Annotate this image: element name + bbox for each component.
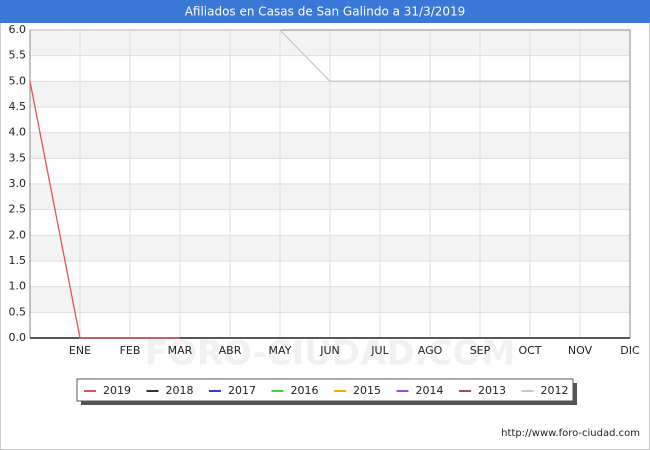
legend-label: 2016 (291, 384, 319, 397)
series-line (29, 81, 180, 339)
y-tick-label: 4.0 (9, 126, 27, 139)
y-tick-label: 1.0 (9, 280, 27, 293)
legend-label: 2012 (541, 384, 569, 397)
x-tick-label: DIC (620, 344, 640, 357)
legend-label: 2019 (103, 384, 131, 397)
y-tick-label: 6.0 (9, 23, 27, 36)
x-tick-label: NOV (568, 344, 593, 357)
y-tick-label: 3.0 (9, 177, 27, 190)
x-tick-label: OCT (518, 344, 541, 357)
legend-label: 2014 (416, 384, 444, 397)
x-tick-label: AGO (418, 344, 443, 357)
y-tick-label: 5.5 (9, 49, 27, 62)
series-line (30, 29, 630, 82)
x-tick-label: MAR (168, 344, 193, 357)
y-tick-label: 1.5 (9, 254, 27, 267)
title-bar (0, 0, 650, 23)
legend-label: 2013 (478, 384, 506, 397)
x-tick-label: ENE (69, 344, 91, 357)
y-tick-label: 2.0 (9, 228, 27, 241)
x-tick-label: JUL (370, 344, 389, 357)
y-tick-label: 0.5 (9, 305, 27, 318)
x-tick-label: FEB (120, 344, 141, 357)
x-tick-label: MAY (269, 344, 292, 357)
watermark: FORO-CIUDAD.COM (145, 334, 516, 374)
legend-label: 2017 (228, 384, 256, 397)
x-tick-label: SEP (470, 344, 491, 357)
y-tick-label: 4.5 (9, 100, 27, 113)
y-tick-label: 5.0 (9, 74, 27, 87)
y-tick-label: 3.5 (9, 151, 27, 164)
legend (76, 378, 574, 402)
x-tick-label: ABR (219, 344, 242, 357)
plot-area: 0.0 0.5 1.0 1.5 2.0 2.5 3.0 3.5 4.0 4.5 5.0 5.5 6.0 E… (9, 23, 641, 357)
source: http://www.foro-ciudad.com (501, 428, 640, 439)
legend-items: 2019 2018 2017 2016 2015 2014 2013 2012 (84, 384, 569, 397)
x-tick-label: JUN (319, 344, 340, 357)
legend-label: 2018 (166, 384, 194, 397)
chart-title: Afiliados en Casas de San Galindo a 31/3… (185, 5, 466, 19)
y-tick-label: 0.0 (9, 331, 27, 344)
legend-label: 2015 (353, 384, 381, 397)
y-tick-label: 2.5 (9, 203, 27, 216)
